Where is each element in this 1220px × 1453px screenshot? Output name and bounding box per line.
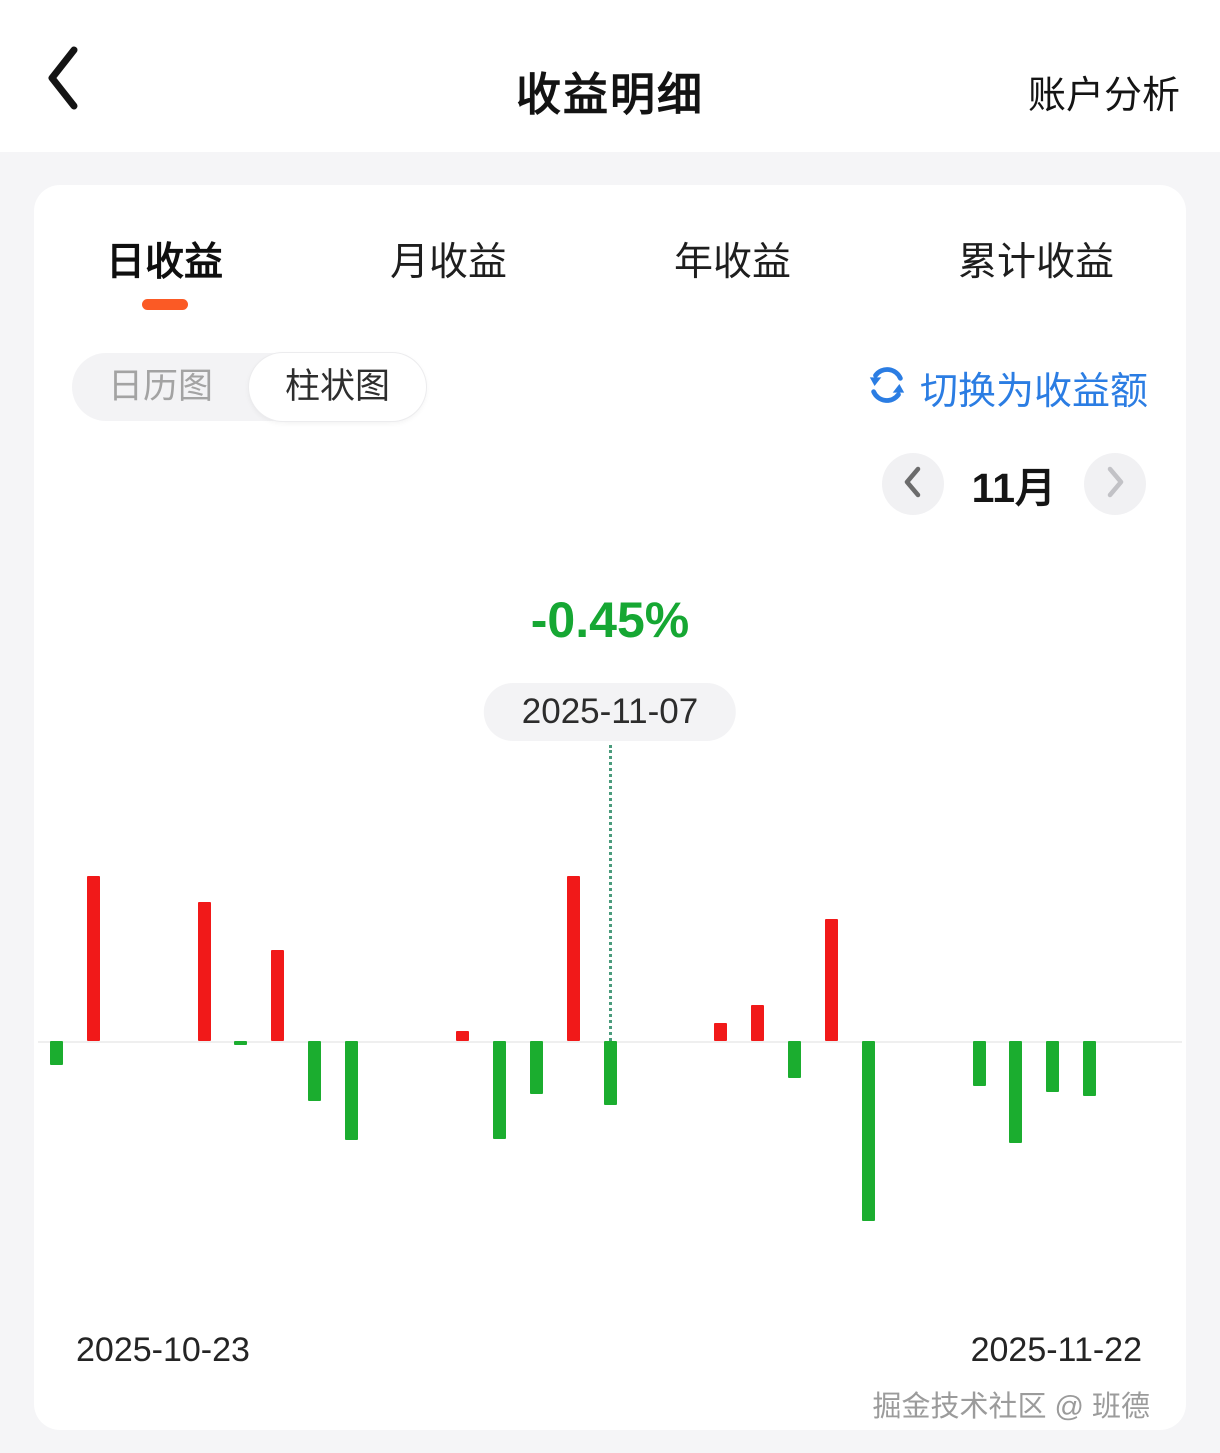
- bar-2025-11-12[interactable]: [788, 1041, 802, 1078]
- tab-label: 日收益: [106, 241, 224, 284]
- tab-label: 累计收益: [957, 241, 1114, 284]
- tab-daily-income[interactable]: 日收益: [106, 231, 223, 310]
- bar-2025-11-05[interactable]: [529, 1041, 543, 1094]
- highlight-guide-line: [608, 745, 612, 1041]
- view-toggle: 日历图 柱状图: [72, 353, 427, 421]
- bar-2025-10-28[interactable]: [234, 1041, 248, 1045]
- back-button[interactable]: [44, 44, 100, 116]
- x-axis-end-label: 2025-11-22: [970, 1331, 1142, 1369]
- tab-label: 年收益: [673, 241, 791, 284]
- bar-2025-10-30[interactable]: [308, 1041, 322, 1101]
- toggle-bar-view[interactable]: 柱状图: [249, 353, 427, 421]
- current-month-label: 11月: [971, 465, 1056, 511]
- bar-2025-11-11[interactable]: [751, 1005, 765, 1041]
- swap-refresh-icon: [866, 364, 908, 411]
- bar-2025-10-24[interactable]: [86, 876, 100, 1041]
- active-tab-underline: [141, 299, 188, 310]
- bar-2025-10-23[interactable]: [49, 1041, 63, 1065]
- bar-2025-10-27[interactable]: [197, 902, 211, 1041]
- bar-2025-11-13[interactable]: [824, 919, 838, 1041]
- tab-monthly-income[interactable]: 月收益: [390, 231, 507, 310]
- x-axis-start-label: 2025-10-23: [76, 1331, 250, 1369]
- x-axis-labels: 2025-10-23 2025-11-22: [76, 1331, 1142, 1370]
- tab-yearly-income[interactable]: 年收益: [674, 231, 791, 310]
- next-month-button[interactable]: [1084, 453, 1146, 515]
- bar-2025-11-18[interactable]: [1009, 1041, 1023, 1143]
- tab-label: 月收益: [389, 241, 507, 284]
- tooltip-percent-value: -0.45%: [530, 592, 690, 648]
- income-detail-card: 日收益 月收益 年收益 累计收益 日历图 柱状图: [34, 185, 1186, 1430]
- bar-2025-11-07[interactable]: [603, 1041, 617, 1105]
- chart-controls: 日历图 柱状图 切换为收益额: [72, 353, 1148, 421]
- bar-2025-11-19[interactable]: [1046, 1041, 1060, 1092]
- period-tabs: 日收益 月收益 年收益 累计收益: [106, 231, 1114, 310]
- chevron-left-icon: [902, 465, 924, 504]
- page-title: 收益明细: [515, 69, 704, 120]
- bar-2025-11-04[interactable]: [492, 1041, 506, 1139]
- bar-2025-11-03[interactable]: [455, 1031, 469, 1041]
- bar-2025-10-31[interactable]: [345, 1041, 359, 1140]
- tooltip-date-label: 2025-11-07: [521, 692, 699, 731]
- chevron-left-icon: [44, 42, 82, 119]
- bar-chart[interactable]: [38, 745, 1182, 1245]
- watermark-text: 掘金技术社区 @ 班德: [872, 1391, 1150, 1423]
- month-navigation: 11月: [881, 453, 1146, 515]
- bar-2025-10-29[interactable]: [271, 950, 285, 1041]
- bar-2025-11-06[interactable]: [566, 876, 580, 1041]
- bar-2025-11-20[interactable]: [1083, 1041, 1097, 1096]
- app-bar: 收益明细 账户分析: [0, 0, 1220, 152]
- tab-cumulative-income[interactable]: 累计收益: [958, 231, 1114, 310]
- chevron-right-icon: [1104, 465, 1126, 504]
- account-analysis-link[interactable]: 账户分析: [1027, 75, 1180, 117]
- bar-2025-11-14[interactable]: [861, 1041, 875, 1221]
- switch-link-label: 切换为收益额: [919, 370, 1148, 413]
- bar-2025-11-17[interactable]: [972, 1041, 986, 1086]
- switch-to-amount-link[interactable]: 切换为收益额: [866, 353, 1148, 421]
- tooltip-date-pill: 2025-11-07: [483, 683, 737, 741]
- bar-2025-11-10[interactable]: [714, 1023, 728, 1041]
- toggle-calendar-view[interactable]: 日历图: [108, 367, 214, 406]
- prev-month-button[interactable]: [881, 453, 944, 515]
